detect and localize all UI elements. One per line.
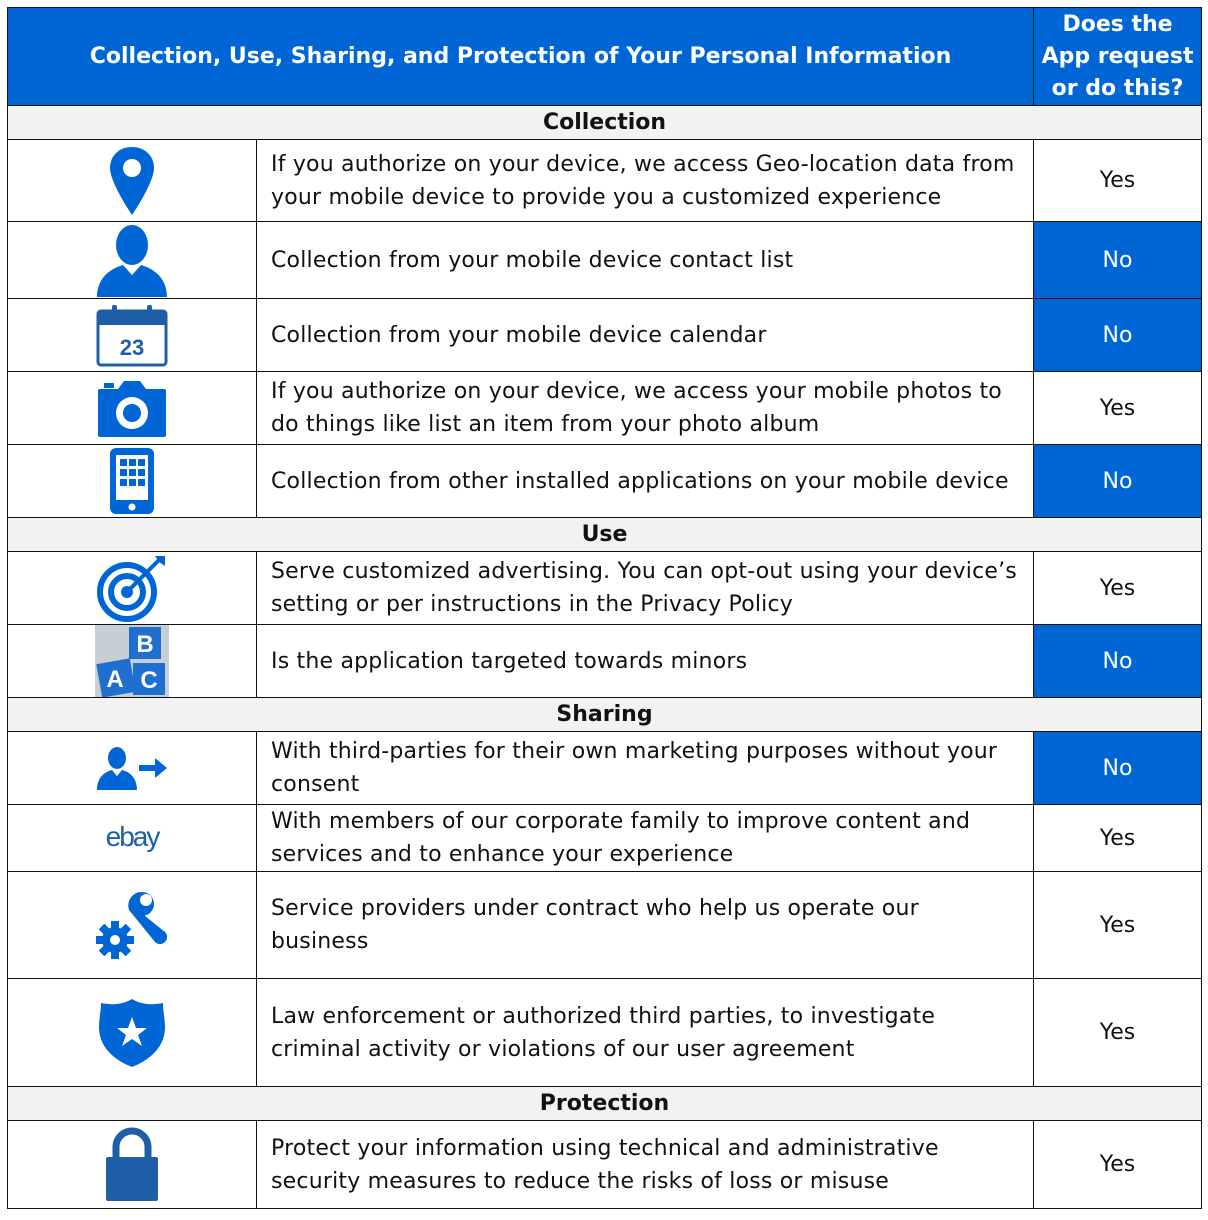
row-answer: Yes: [1033, 139, 1203, 222]
row-description: With members of our corporate family to …: [255, 804, 1035, 872]
icon-cell: [7, 371, 257, 445]
row-description: Protect your information using technical…: [255, 1120, 1035, 1209]
row-answer: Yes: [1033, 871, 1203, 979]
answer-header-line: or do this?: [1051, 75, 1184, 101]
row-description: If you authorize on your device, we acce…: [255, 371, 1035, 445]
row-description: If you authorize on your device, we acce…: [255, 139, 1035, 222]
block-letter: A: [106, 666, 123, 693]
table-header-row: Collection, Use, Sharing, and Protection…: [6, 7, 1203, 106]
camera-icon: [98, 381, 166, 437]
icon-cell: B A C: [7, 624, 257, 698]
table-row: B A C Is the application targeted toward…: [7, 624, 1203, 698]
table-row: If you authorize on your device, we acce…: [7, 139, 1203, 222]
answer-header-line: App request: [1041, 43, 1194, 69]
icon-cell: [7, 1120, 257, 1209]
icon-cell: [7, 221, 257, 299]
section-row-sharing: Sharing: [6, 697, 1203, 732]
row-answer: No: [1033, 731, 1203, 805]
table-row: Serve customized advertising. You can op…: [7, 551, 1203, 625]
row-description: Is the application targeted towards mino…: [255, 624, 1035, 698]
icon-cell: [7, 444, 257, 518]
table-row: With third-parties for their own marketi…: [7, 731, 1203, 805]
contact-person-icon: [97, 225, 167, 297]
row-description: Service providers under contract who hel…: [255, 871, 1035, 979]
row-answer: Yes: [1033, 1120, 1203, 1209]
row-description: Serve customized advertising. You can op…: [255, 551, 1035, 625]
police-badge-icon: [99, 998, 165, 1067]
answer-column-header: Does the App request or do this?: [1033, 7, 1203, 106]
icon-cell: [7, 978, 257, 1087]
icon-cell: [7, 731, 257, 805]
block-letter: C: [140, 667, 157, 694]
padlock-icon: [106, 1127, 158, 1201]
ebay-logo-text: ebay: [106, 821, 161, 852]
row-answer: No: [1033, 624, 1203, 698]
row-answer: Yes: [1033, 978, 1203, 1087]
row-answer: Yes: [1033, 551, 1203, 625]
location-pin-icon: [110, 146, 154, 215]
table-row: Collection from other installed applicat…: [7, 444, 1203, 518]
row-description: Collection from other installed applicat…: [255, 444, 1035, 518]
target-icon: [97, 556, 165, 622]
ebay-logo-icon: ebay: [106, 821, 163, 852]
row-answer: No: [1033, 298, 1203, 372]
section-title: Sharing: [6, 697, 1203, 732]
section-title: Use: [6, 517, 1203, 552]
row-answer: Yes: [1033, 371, 1203, 445]
block-letter: B: [136, 631, 153, 658]
row-description: Law enforcement or authorized third part…: [255, 978, 1035, 1087]
section-row-use: Use: [6, 517, 1203, 552]
calendar-date: 23: [120, 335, 144, 360]
mobile-apps-icon: [110, 448, 154, 514]
table-row: Collection from your mobile device conta…: [7, 221, 1203, 299]
row-answer: No: [1033, 221, 1203, 299]
row-description: With third-parties for their own marketi…: [255, 731, 1035, 805]
icon-cell: [7, 871, 257, 979]
icon-cell: ebay: [7, 804, 257, 872]
icon-cell: [7, 551, 257, 625]
calendar-icon: 23: [96, 305, 168, 367]
row-description: Collection from your mobile device conta…: [255, 221, 1035, 299]
section-title: Collection: [6, 105, 1203, 140]
icon-cell: 23: [7, 298, 257, 372]
table-row: Law enforcement or authorized third part…: [7, 978, 1203, 1087]
section-row-protection: Protection: [6, 1086, 1203, 1121]
section-row-collection: Collection: [6, 105, 1203, 140]
privacy-table: Collection, Use, Sharing, and Protection…: [6, 7, 1203, 1209]
section-title: Protection: [6, 1086, 1203, 1121]
wrench-gear-icon: [96, 892, 168, 959]
icon-cell: [7, 139, 257, 222]
table-row: Service providers under contract who hel…: [7, 871, 1203, 979]
table-row: If you authorize on your device, we acce…: [7, 371, 1203, 445]
table-title: Collection, Use, Sharing, and Protection…: [6, 7, 1035, 106]
table-row: Protect your information using technical…: [7, 1120, 1203, 1209]
abc-blocks-icon: B A C: [95, 625, 169, 697]
answer-header-line: Does the: [1062, 11, 1173, 37]
row-answer: No: [1033, 444, 1203, 518]
row-answer: Yes: [1033, 804, 1203, 872]
row-description: Collection from your mobile device calen…: [255, 298, 1035, 372]
table-row: ebay With members of our corporate famil…: [7, 804, 1203, 872]
person-arrow-icon: [97, 747, 167, 790]
table-row: 23 Collection from your mobile device ca…: [7, 298, 1203, 372]
